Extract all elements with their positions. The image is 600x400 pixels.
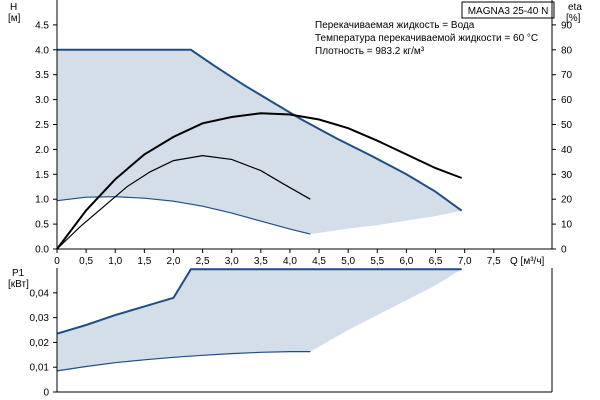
- power-envelope-area: [57, 269, 462, 371]
- head-axis-label-line2: [м]: [8, 13, 21, 24]
- x-tick-label-6: 3,0: [225, 256, 239, 267]
- info-line-temperature: Температура перекачиваемой жидкости = 60…: [315, 33, 538, 44]
- head-tick-label-3: 1.5: [35, 170, 49, 181]
- efficiency-curve-1: [56, 112, 463, 250]
- x-tick-label-7: 3,5: [254, 256, 268, 267]
- head-tick-label-9: 4.5: [35, 20, 49, 31]
- efficiency-curve-2: [56, 154, 311, 250]
- x-tick-label-8: 4,0: [283, 256, 297, 267]
- head-tick-label-6: 3.0: [35, 95, 49, 106]
- head-tick-label-5: 2.5: [35, 120, 49, 131]
- x-tick-label-4: 2,0: [167, 256, 181, 267]
- eta-tick-label-1: 10: [561, 220, 573, 231]
- x-tick-label-13: 6,5: [429, 256, 443, 267]
- eta-tick-label-4: 40: [561, 145, 573, 156]
- flow-axis-label: Q [м³/ч]: [510, 256, 545, 267]
- head-chart-plot: 0 0,5 1,0 1,5 2,0 2,5 3,0 3,5 4,0 4,5 5,0 5,5 6,0 6,5…: [35, 0, 573, 267]
- power-max-curve: [56, 268, 462, 335]
- head-tick-label-7: 3.5: [35, 70, 49, 81]
- power-tick-label-2: 0,02: [30, 338, 50, 349]
- eta-tick-label-6: 60: [561, 95, 573, 106]
- x-tick-label-11: 5,5: [370, 256, 384, 267]
- x-tick-label-5: 2,5: [196, 256, 210, 267]
- model-title: MAGNA3 25-40 N: [468, 6, 549, 17]
- eta-tick-label-0: 0: [561, 245, 567, 256]
- eta-tick-label-2: 20: [561, 195, 573, 206]
- head-tick-label-0: 0.0: [35, 245, 49, 256]
- eta-tick-label-7: 70: [561, 70, 573, 81]
- info-line-fluid: Перекачиваемая жидкость = Вода: [315, 20, 475, 31]
- eta-tick-label-8: 80: [561, 45, 573, 56]
- power-axis-label-line2: [кВт]: [8, 279, 29, 290]
- info-line-density: Плотность = 983.2 кг/м³: [315, 46, 425, 57]
- x-tick-label-14: 7,0: [458, 256, 472, 267]
- head-min-curve: [56, 196, 311, 235]
- x-tick-label-15: 7,5: [487, 256, 501, 267]
- x-tick-label-3: 1,5: [137, 256, 151, 267]
- head-tick-label-4: 2.0: [35, 145, 49, 156]
- x-tick-label-9: 4,5: [312, 256, 326, 267]
- power-tick-label-1: 0,01: [30, 363, 50, 374]
- x-tick-label-12: 6,0: [399, 256, 413, 267]
- head-tick-label-2: 1.0: [35, 195, 49, 206]
- power-chart-plot: 0 0,01 0,02 0,03 0,04: [30, 268, 553, 399]
- eta-axis-label-line2: [%]: [566, 13, 581, 24]
- eta-axis-label-line1: eta: [568, 2, 582, 13]
- head-max-curve: [57, 48, 463, 212]
- x-tick-label-0: 0: [54, 256, 60, 267]
- x-tick-label-10: 5,0: [341, 256, 355, 267]
- head-axis-label-line1: H: [10, 2, 17, 13]
- eta-tick-label-9: 90: [561, 20, 573, 31]
- power-min-curve-1: [56, 351, 311, 372]
- head-envelope-area: [57, 49, 462, 235]
- power-axis-label-line1: P1: [12, 268, 25, 279]
- head-tick-label-1: 0.5: [35, 220, 49, 231]
- eta-tick-label-3: 30: [561, 170, 573, 181]
- model-title-box: [461, 1, 555, 19]
- power-tick-label-3: 0,03: [30, 313, 50, 324]
- head-tick-label-8: 4.0: [35, 45, 49, 56]
- x-tick-label-1: 0,5: [79, 256, 93, 267]
- eta-tick-label-5: 50: [561, 120, 573, 131]
- power-tick-label-4: 0,04: [30, 288, 50, 299]
- x-tick-label-2: 1,0: [108, 256, 122, 267]
- power-tick-label-0: 0: [43, 388, 49, 399]
